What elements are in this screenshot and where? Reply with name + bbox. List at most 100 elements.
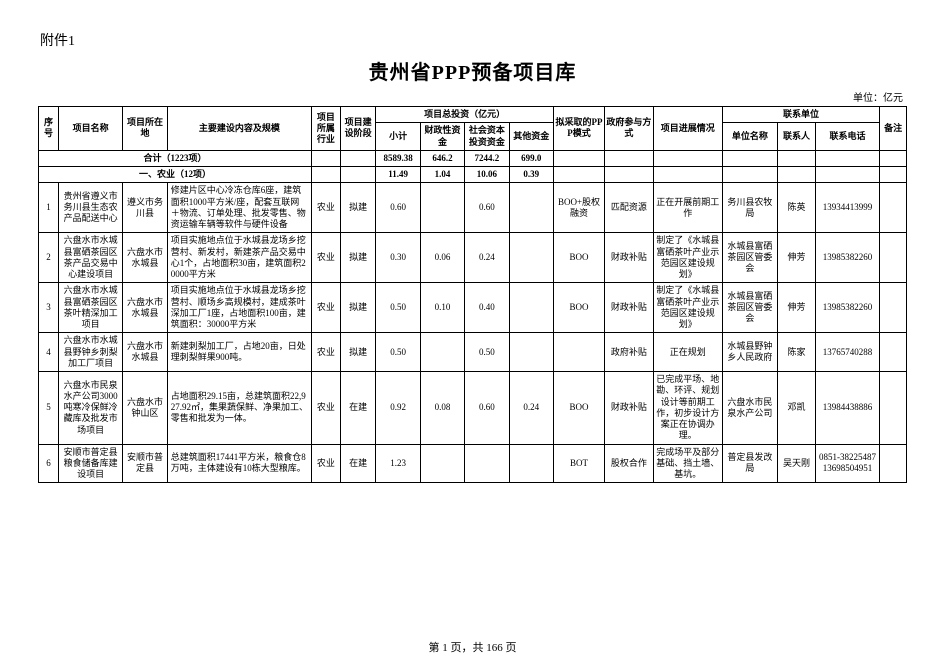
unit-label: 单位：亿元 xyxy=(38,89,907,104)
col-remark: 备注 xyxy=(880,107,907,151)
cell-oth xyxy=(509,333,553,372)
cell-sub: 0.60 xyxy=(376,183,420,233)
cell-remark xyxy=(880,233,907,283)
cell-stage: 拟建 xyxy=(340,183,376,233)
cell-seq: 6 xyxy=(39,444,59,483)
cell-fisc: 0.08 xyxy=(420,372,464,445)
cell-fisc xyxy=(420,333,464,372)
section-row: 一、农业（12项） 11.49 1.04 10.06 0.39 xyxy=(39,167,907,183)
cell-oth: 0.24 xyxy=(509,372,553,445)
cell-mode: BOO xyxy=(553,283,604,333)
cell-prog: 正在开展前期工作 xyxy=(653,183,722,233)
cell-soc xyxy=(465,444,509,483)
table-header: 序号 项目名称 项目所在地 主要建设内容及规模 项目所属行业 项目建设阶段 项目… xyxy=(39,107,907,151)
cell-desc: 新建刺梨加工厂，占地20亩，日处理刺梨鲜果900吨。 xyxy=(167,333,311,372)
cell-remark xyxy=(880,444,907,483)
cell-phone: 13985382260 xyxy=(815,233,879,283)
summary-fiscal: 646.2 xyxy=(420,150,464,166)
col-ppp-mode: 拟采取的PPP模式 xyxy=(553,107,604,151)
col-location: 项目所在地 xyxy=(123,107,167,151)
col-phone: 联系电话 xyxy=(815,123,879,151)
cell-phone: 13985382260 xyxy=(815,283,879,333)
cell-phone: 0851-38225487 13698504951 xyxy=(815,444,879,483)
cell-gov: 财政补贴 xyxy=(605,233,654,283)
cell-mode: BOO xyxy=(553,233,604,283)
cell-stage: 拟建 xyxy=(340,333,376,372)
cell-sub: 0.30 xyxy=(376,233,420,283)
cell-sub: 0.50 xyxy=(376,283,420,333)
cell-desc: 总建筑面积17441平方米，粮食仓8万吨，主体建设有10栋大型粮库。 xyxy=(167,444,311,483)
cell-desc: 项目实施地点位于水城县龙场乡挖营村、顺场乡高规模村，建成茶叶深加工厂1座，占地面… xyxy=(167,283,311,333)
cell-ind: 农业 xyxy=(312,233,341,283)
cell-remark xyxy=(880,183,907,233)
cell-sub: 1.23 xyxy=(376,444,420,483)
cell-person: 邓凯 xyxy=(778,372,816,445)
table-body: 合计（1223项） 8589.38 646.2 7244.2 699.0 一、农… xyxy=(39,150,907,483)
cell-mode: BOT xyxy=(553,444,604,483)
section-social: 10.06 xyxy=(465,167,509,183)
project-table: 序号 项目名称 项目所在地 主要建设内容及规模 项目所属行业 项目建设阶段 项目… xyxy=(38,106,907,483)
cell-loc: 六盘水市水城县 xyxy=(123,283,167,333)
cell-prog: 已完成平场、地勘、环评、规划设计等前期工作，初步设计方案正在协调办理。 xyxy=(653,372,722,445)
col-other: 其他资金 xyxy=(509,123,553,151)
table-row: 6安顺市普定县粮食储备库建设项目安顺市普定县总建筑面积17441平方米，粮食仓8… xyxy=(39,444,907,483)
cell-name: 六盘水市水城县富硒茶园区茶产品交易中心建设项目 xyxy=(58,233,122,283)
col-subtotal: 小计 xyxy=(376,123,420,151)
summary-label: 合计（1223项） xyxy=(39,150,312,166)
cell-person: 吴天刚 xyxy=(778,444,816,483)
cell-prog: 制定了《水城县富硒茶叶产业示范园区建设规划》 xyxy=(653,283,722,333)
cell-loc: 六盘水市水城县 xyxy=(123,233,167,283)
pager: 第 1 页，共 166 页 xyxy=(0,639,945,655)
cell-seq: 3 xyxy=(39,283,59,333)
cell-unit: 普定县发改局 xyxy=(722,444,777,483)
cell-stage: 拟建 xyxy=(340,233,376,283)
cell-gov: 股权合作 xyxy=(605,444,654,483)
cell-loc: 安顺市普定县 xyxy=(123,444,167,483)
cell-remark xyxy=(880,372,907,445)
cell-phone: 13765740288 xyxy=(815,333,879,372)
col-progress: 项目进展情况 xyxy=(653,107,722,151)
cell-loc: 六盘水市钟山区 xyxy=(123,372,167,445)
cell-gov: 政府补贴 xyxy=(605,333,654,372)
cell-soc: 0.40 xyxy=(465,283,509,333)
cell-gov: 财政补贴 xyxy=(605,283,654,333)
summary-other: 699.0 xyxy=(509,150,553,166)
cell-seq: 2 xyxy=(39,233,59,283)
col-stage: 项目建设阶段 xyxy=(340,107,376,151)
attachment-label: 附件1 xyxy=(40,30,907,50)
cell-mode: BOO+股权融资 xyxy=(553,183,604,233)
section-label: 一、农业（12项） xyxy=(39,167,312,183)
cell-unit: 六盘水市民泉水产公司 xyxy=(722,372,777,445)
cell-phone: 13934413999 xyxy=(815,183,879,233)
cell-person: 陈英 xyxy=(778,183,816,233)
cell-unit: 水城县富硒茶园区管委会 xyxy=(722,283,777,333)
cell-unit: 务川县农牧局 xyxy=(722,183,777,233)
summary-row: 合计（1223项） 8589.38 646.2 7244.2 699.0 xyxy=(39,150,907,166)
cell-seq: 4 xyxy=(39,333,59,372)
col-fiscal: 财政性资金 xyxy=(420,123,464,151)
cell-remark xyxy=(880,283,907,333)
cell-ind: 农业 xyxy=(312,444,341,483)
cell-fisc xyxy=(420,444,464,483)
cell-ind: 农业 xyxy=(312,283,341,333)
cell-fisc: 0.06 xyxy=(420,233,464,283)
cell-oth xyxy=(509,444,553,483)
table-row: 5六盘水市民泉水产公司3000吨寒冷保鲜冷藏库及批发市场项目六盘水市钟山区占地面… xyxy=(39,372,907,445)
cell-name: 六盘水市水城县富硒茶园区茶叶精深加工项目 xyxy=(58,283,122,333)
col-social: 社会资本投资资金 xyxy=(465,123,509,151)
cell-prog: 正在规划 xyxy=(653,333,722,372)
col-person: 联系人 xyxy=(778,123,816,151)
cell-unit: 水城县野钟乡人民政府 xyxy=(722,333,777,372)
cell-unit: 水城县富硒茶园区管委会 xyxy=(722,233,777,283)
cell-stage: 在建 xyxy=(340,372,376,445)
cell-soc: 0.24 xyxy=(465,233,509,283)
cell-oth xyxy=(509,233,553,283)
cell-gov: 财政补贴 xyxy=(605,372,654,445)
cell-person: 伸芳 xyxy=(778,233,816,283)
table-row: 2六盘水市水城县富硒茶园区茶产品交易中心建设项目六盘水市水城县项目实施地点位于水… xyxy=(39,233,907,283)
cell-seq: 1 xyxy=(39,183,59,233)
table-row: 4六盘水市水城县野钟乡刺梨加工厂项目六盘水市水城县新建刺梨加工厂，占地20亩，日… xyxy=(39,333,907,372)
cell-name: 安顺市普定县粮食储备库建设项目 xyxy=(58,444,122,483)
cell-name: 六盘水市水城县野钟乡刺梨加工厂项目 xyxy=(58,333,122,372)
cell-prog: 制定了《水城县富硒茶叶产业示范园区建设规划》 xyxy=(653,233,722,283)
